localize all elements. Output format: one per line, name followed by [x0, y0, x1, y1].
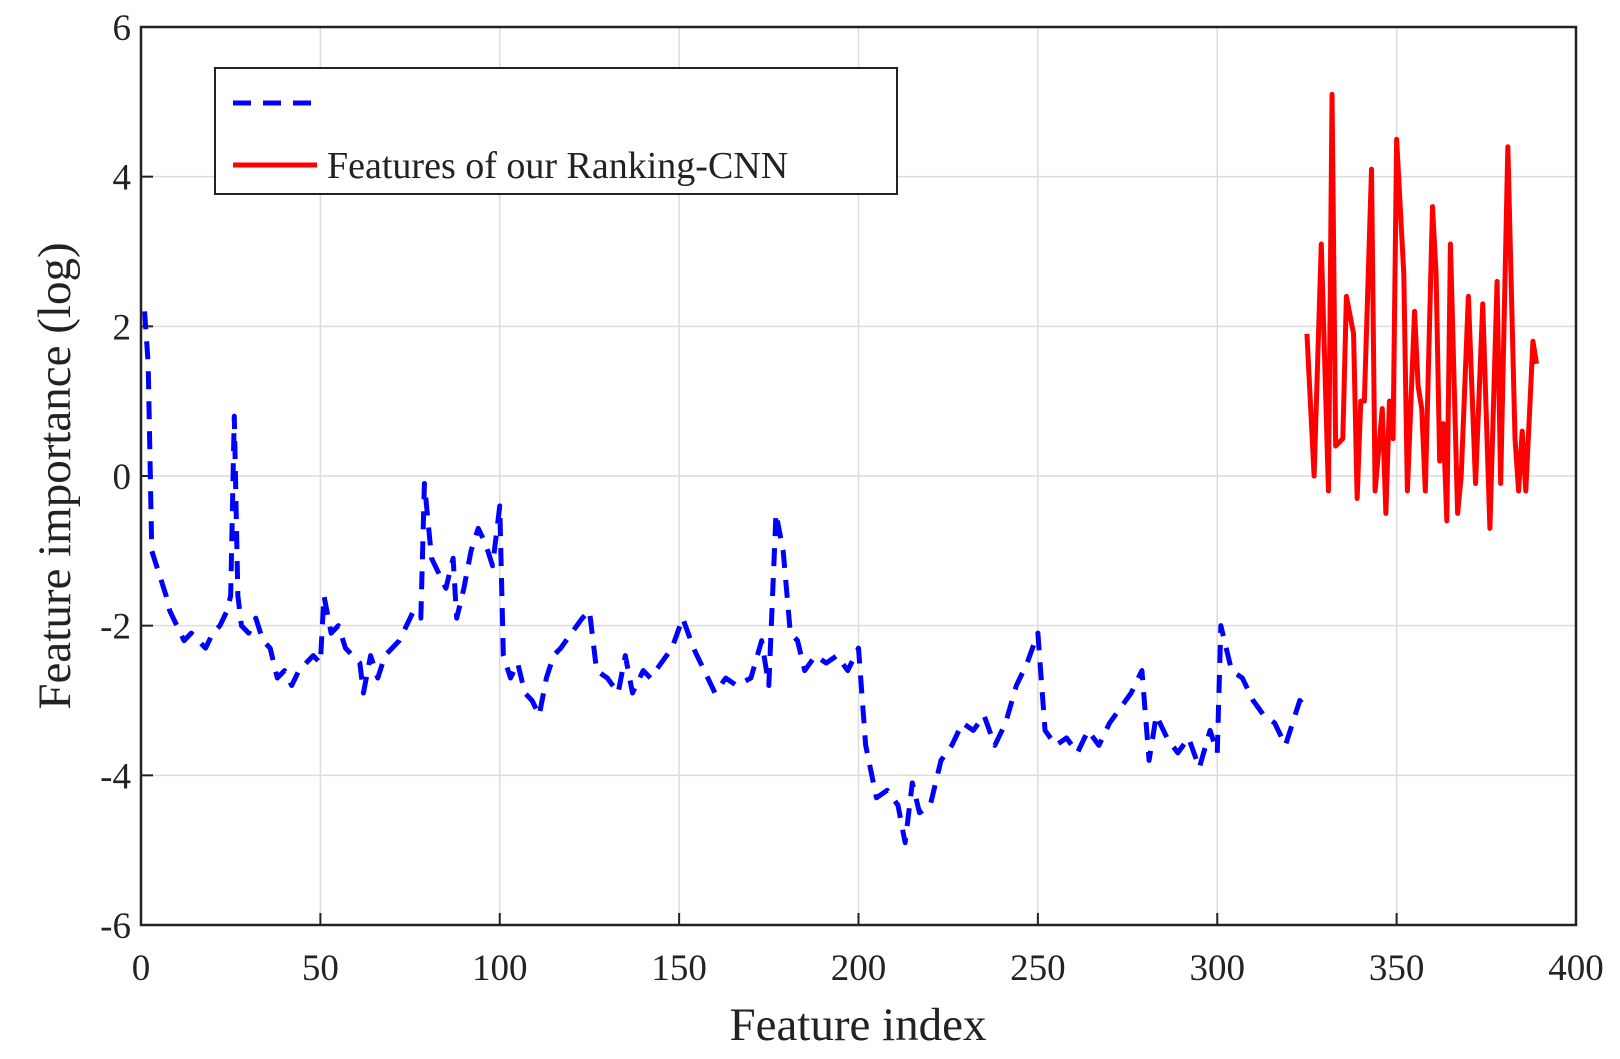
plot-frame [139, 25, 1578, 927]
x-tick-label: 50 [302, 948, 339, 989]
legend-label: Features of our Ranking-CNN [327, 145, 788, 187]
x-axis-label: Feature index [729, 999, 986, 1051]
y-tick-label: 4 [113, 158, 132, 199]
y-tick-label: -6 [100, 906, 131, 947]
data-line [1304, 91, 1540, 531]
y-tick-label: 6 [113, 8, 132, 49]
y-tick-label: 0 [113, 457, 132, 498]
data-line [142, 311, 1309, 846]
x-tick-label: 400 [1548, 948, 1604, 989]
y-tick-label: 2 [113, 307, 132, 348]
x-tick-label: 0 [132, 948, 151, 989]
x-tick-label: 300 [1190, 948, 1246, 989]
x-tick-label: 150 [651, 948, 707, 989]
x-tick-label: 250 [1010, 948, 1066, 989]
x-tick-label: 350 [1369, 948, 1425, 989]
y-tick-label: -2 [100, 607, 131, 648]
x-tick-label: 200 [831, 948, 887, 989]
y-axis-label: Feature importance (log) [29, 242, 81, 709]
y-tick-label: -4 [100, 756, 131, 797]
legend-box [214, 67, 898, 195]
x-tick-label: 100 [472, 948, 528, 989]
